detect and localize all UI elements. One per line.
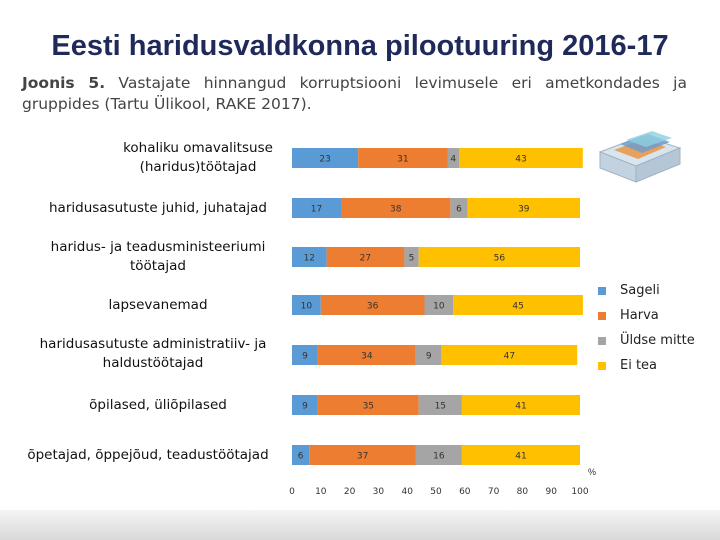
data-label: 6 (456, 205, 462, 215)
x-tick-label: 80 (517, 487, 529, 497)
bar-sageli-4 (292, 295, 321, 315)
x-tick-label: 70 (488, 487, 500, 497)
data-label: 15 (435, 402, 446, 412)
figure-caption: Joonis 5. Vastajate hinnangud korruptsio… (22, 73, 687, 115)
bar-sageli-6 (292, 395, 318, 415)
legend-item: Harva (598, 303, 695, 328)
figure-caption-text: Vastajate hinnangud korruptsiooni levimu… (22, 74, 687, 113)
legend-label: Sageli (620, 283, 660, 298)
bar-ei-tea-5 (441, 345, 578, 365)
bar-ei-tea-4 (453, 295, 583, 315)
data-label: 37 (357, 452, 368, 462)
data-label: 9 (302, 352, 308, 362)
legend-label: Ei tea (620, 358, 658, 373)
x-tick-label: 0 (289, 487, 295, 497)
data-label: 47 (504, 352, 515, 362)
data-label: 39 (518, 205, 530, 215)
x-tick-label: 20 (344, 487, 356, 497)
bar-üldse-mitte-3 (404, 247, 419, 267)
legend-label: Harva (620, 308, 659, 323)
euro-money-image (594, 122, 684, 187)
x-tick-label: 60 (459, 487, 471, 497)
bar-ei-tea-1 (459, 148, 583, 168)
bar-harva-6 (317, 395, 419, 415)
legend-item: Ei tea (598, 353, 695, 378)
bar-ei-tea-2 (467, 198, 580, 218)
bar-harva-2 (341, 198, 451, 218)
bar-sageli-3 (292, 247, 327, 267)
legend-label: Üldse mitte (620, 333, 695, 348)
legend-swatch (598, 286, 606, 295)
category-label: haridus- ja teadusministeeriumi töötajad (50, 239, 266, 274)
x-tick-label: 30 (373, 487, 385, 497)
data-label: 34 (361, 352, 373, 362)
data-label: 23 (319, 155, 330, 165)
x-axis-unit: % (588, 467, 597, 477)
data-label: 35 (363, 402, 374, 412)
x-tick-label: 40 (401, 487, 413, 497)
bar-üldse-mitte-7 (415, 445, 462, 465)
data-label: 56 (494, 254, 506, 264)
x-tick-label: 50 (430, 487, 442, 497)
bar-üldse-mitte-2 (450, 198, 468, 218)
bar-üldse-mitte-4 (424, 295, 454, 315)
data-label: 12 (304, 254, 315, 264)
data-label: 41 (515, 452, 526, 462)
bar-üldse-mitte-6 (418, 395, 462, 415)
bar-üldse-mitte-5 (415, 345, 442, 365)
figure-label: Joonis 5. (22, 74, 106, 92)
bar-sageli-5 (292, 345, 318, 365)
data-label: 27 (360, 254, 371, 264)
bar-harva-3 (326, 247, 405, 267)
data-label: 10 (433, 302, 445, 312)
data-label: 6 (298, 452, 304, 462)
chart-legend: Sageli Harva Üldse mitte Ei tea (598, 278, 695, 378)
footer-band (0, 510, 720, 540)
category-label: kohaliku omavalitsuse (haridus)töötajad (123, 140, 273, 175)
data-label: 36 (367, 302, 379, 312)
x-tick-label: 90 (545, 487, 557, 497)
data-label: 38 (390, 205, 402, 215)
data-label: 9 (426, 352, 432, 362)
bar-ei-tea-6 (461, 395, 580, 415)
legend-item: Sageli (598, 278, 695, 303)
legend-item: Üldse mitte (598, 328, 695, 353)
bar-harva-4 (320, 295, 425, 315)
bar-sageli-7 (292, 445, 310, 465)
data-label: 43 (515, 155, 526, 165)
bar-üldse-mitte-1 (447, 148, 459, 168)
category-label: haridusasutuste juhid, juhatajad (49, 200, 267, 216)
category-label: lapsevanemad (108, 297, 208, 313)
data-label: 4 (450, 155, 456, 165)
x-tick-label: 10 (315, 487, 327, 497)
data-label: 5 (409, 254, 415, 264)
data-label: 17 (311, 205, 322, 215)
bar-harva-1 (358, 148, 448, 168)
bar-harva-7 (309, 445, 416, 465)
legend-swatch (598, 361, 606, 370)
category-label: õpilased, üliõpilased (89, 397, 227, 413)
data-label: 31 (397, 155, 408, 165)
legend-swatch (598, 336, 606, 345)
bar-sageli-2 (292, 198, 341, 218)
category-label: haridusasutuste administratiiv- ja haldu… (39, 336, 267, 371)
bar-ei-tea-7 (461, 445, 580, 465)
data-label: 16 (433, 452, 445, 462)
data-label: 41 (515, 402, 526, 412)
bar-harva-5 (317, 345, 416, 365)
data-label: 10 (301, 302, 313, 312)
bar-ei-tea-3 (418, 247, 580, 267)
legend-swatch (598, 311, 606, 320)
slide-title: Eesti haridusvaldkonna pilootuuring 2016… (51, 30, 669, 62)
x-tick-label: 100 (571, 487, 588, 497)
bar-sageli-1 (292, 148, 359, 168)
data-label: 45 (512, 302, 523, 312)
category-label: õpetajad, õppejõud, teadustöötajad (27, 447, 269, 463)
data-label: 9 (302, 402, 308, 412)
